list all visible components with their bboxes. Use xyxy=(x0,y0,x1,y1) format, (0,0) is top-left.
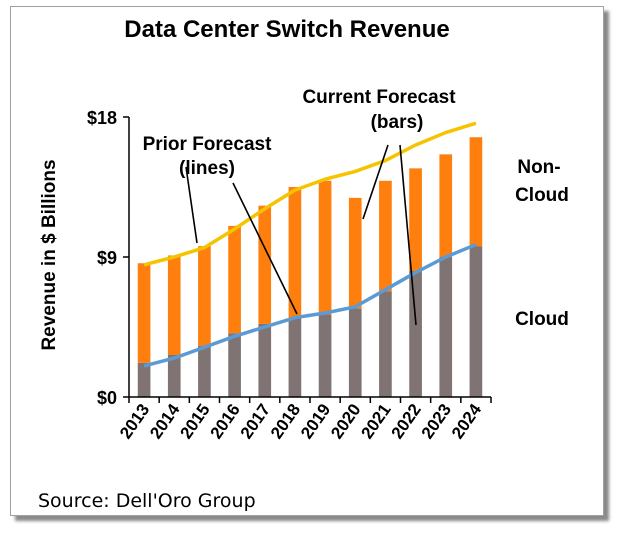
bar-noncloud-2016 xyxy=(228,225,241,334)
bar-cloud-2015 xyxy=(198,345,211,397)
bar-cloud-2017 xyxy=(258,323,272,397)
prior-forecast-pointer-yellow xyxy=(185,166,198,244)
bar-noncloud-2017 xyxy=(258,205,272,324)
bar-noncloud-2019 xyxy=(318,180,332,315)
bar-cloud-2020 xyxy=(348,308,362,397)
y-tick-label: $9 xyxy=(97,248,117,268)
noncloud-label-1: Non- xyxy=(517,157,560,178)
bar-cloud-2021 xyxy=(379,291,392,397)
current-forecast-label-1: Current Forecast xyxy=(302,87,456,108)
x-tick-label: 2022 xyxy=(388,400,425,442)
bar-noncloud-2024 xyxy=(469,137,483,247)
bar-cloud-2019 xyxy=(318,314,332,397)
axes xyxy=(123,116,492,403)
chart-card: Data Center Switch Revenue Revenue in $ … xyxy=(10,6,604,516)
forecast-lines xyxy=(143,121,477,368)
prior-forecast-total-line xyxy=(143,121,477,267)
bar-cloud-2022 xyxy=(409,271,422,397)
x-tick-label: 2023 xyxy=(418,400,455,442)
annotation-pointers xyxy=(185,144,417,326)
x-tick-labels: 2013201420152016201720182019202020212022… xyxy=(116,400,485,442)
x-tick-label: 2014 xyxy=(146,400,184,442)
y-axis-label: Revenue in $ Billions xyxy=(39,159,60,350)
current-forecast-pointer-gray xyxy=(399,144,417,326)
bar-noncloud-2013 xyxy=(137,263,151,363)
bar-noncloud-2015 xyxy=(198,246,211,346)
bar-noncloud-2022 xyxy=(409,168,422,271)
x-tick-label: 2013 xyxy=(116,400,153,442)
x-tick-label: 2024 xyxy=(448,400,486,442)
y-tick-label: $0 xyxy=(97,388,117,408)
x-tick-label: 2015 xyxy=(176,400,213,442)
bar-cloud-2024 xyxy=(469,246,483,397)
x-tick-label: 2016 xyxy=(207,400,244,442)
bar-noncloud-2014 xyxy=(167,255,181,355)
x-tick-label: 2021 xyxy=(357,400,394,442)
x-tick-label: 2018 xyxy=(267,400,304,442)
bar-noncloud-2021 xyxy=(379,180,392,292)
prior-forecast-pointer-blue xyxy=(232,182,298,315)
current-forecast-pointer-orange xyxy=(362,144,389,220)
bar-noncloud-2023 xyxy=(439,154,453,257)
bar-noncloud-2018 xyxy=(288,187,302,318)
bar-cloud-2014 xyxy=(167,355,181,397)
bar-cloud-2013 xyxy=(137,362,151,397)
bar-noncloud-2020 xyxy=(348,197,362,309)
x-tick-label: 2017 xyxy=(237,400,274,442)
current-forecast-label-2: (bars) xyxy=(371,112,424,133)
bar-cloud-2018 xyxy=(288,317,302,397)
bars xyxy=(137,137,483,397)
bar-cloud-2016 xyxy=(228,333,241,397)
cloud-label: Cloud xyxy=(515,309,569,330)
prior-forecast-label-1: Prior Forecast xyxy=(143,134,272,155)
chart-title: Data Center Switch Revenue xyxy=(124,16,449,43)
y-tick-label: $18 xyxy=(87,108,117,128)
source-note: Source: Dell'Oro Group xyxy=(38,490,256,512)
y-tick-labels: $0 $9 $18 xyxy=(87,108,117,408)
x-tick-label: 2019 xyxy=(297,400,334,442)
chart: Data Center Switch Revenue Revenue in $ … xyxy=(38,16,569,512)
prior-forecast-cloud-line xyxy=(143,242,477,368)
prior-forecast-label-2: (lines) xyxy=(179,158,235,179)
x-tick-label: 2020 xyxy=(327,400,364,442)
noncloud-label-2: Cloud xyxy=(515,185,569,206)
bar-cloud-2023 xyxy=(439,257,453,397)
